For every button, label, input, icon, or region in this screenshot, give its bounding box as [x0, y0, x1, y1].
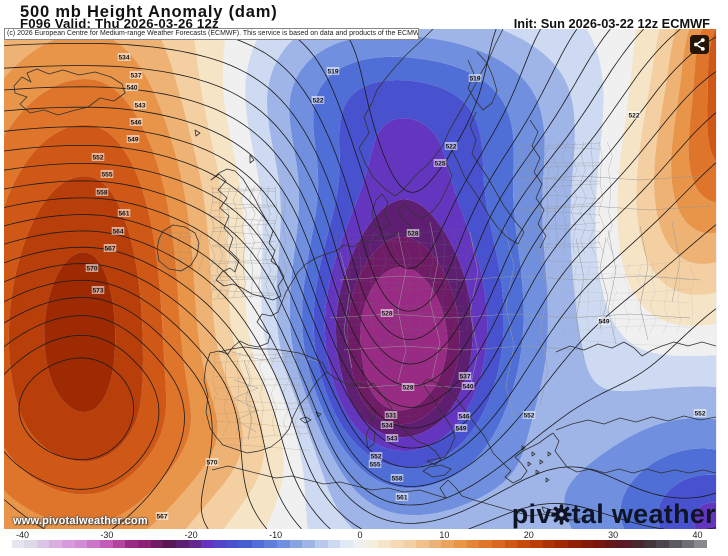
svg-text:528: 528	[407, 230, 418, 237]
svg-text:537: 537	[130, 72, 141, 79]
svg-text:546: 546	[458, 413, 469, 420]
svg-text:558: 558	[96, 189, 107, 196]
svg-text:522: 522	[628, 112, 639, 119]
svg-text:522: 522	[445, 143, 456, 150]
svg-text:564: 564	[112, 228, 123, 235]
svg-text:528: 528	[381, 310, 392, 317]
svg-text:573: 573	[92, 287, 103, 294]
svg-text:552: 552	[370, 453, 381, 460]
svg-text:567: 567	[104, 245, 115, 252]
svg-text:534: 534	[381, 422, 392, 429]
svg-text:534: 534	[118, 54, 129, 61]
svg-text:561: 561	[396, 494, 407, 501]
svg-text:546: 546	[130, 119, 141, 126]
svg-text:555: 555	[101, 171, 112, 178]
svg-text:537: 537	[459, 373, 470, 380]
svg-text:543: 543	[134, 102, 145, 109]
svg-text:552: 552	[694, 410, 705, 417]
svg-text:522: 522	[312, 97, 323, 104]
svg-text:552: 552	[523, 412, 534, 419]
svg-text:570: 570	[86, 265, 97, 272]
svg-text:552: 552	[92, 154, 103, 161]
svg-text:558: 558	[391, 475, 402, 482]
svg-text:525: 525	[434, 160, 445, 167]
svg-text:531: 531	[385, 412, 396, 419]
svg-text:549: 549	[598, 318, 609, 325]
svg-text:528: 528	[402, 384, 413, 391]
svg-text:543: 543	[386, 435, 397, 442]
svg-text:540: 540	[462, 383, 473, 390]
svg-text:570: 570	[206, 459, 217, 466]
svg-text:567: 567	[156, 513, 167, 520]
svg-text:555: 555	[369, 461, 380, 468]
svg-text:561: 561	[118, 210, 129, 217]
svg-text:549: 549	[455, 425, 466, 432]
svg-text:519: 519	[327, 68, 338, 75]
svg-text:549: 549	[127, 136, 138, 143]
svg-text:540: 540	[126, 84, 137, 91]
svg-text:519: 519	[469, 75, 480, 82]
